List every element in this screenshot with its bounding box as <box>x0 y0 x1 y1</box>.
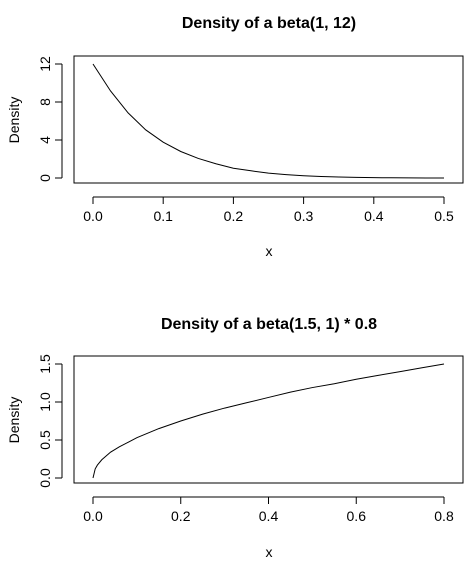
chart-2-x-axis-label: x <box>266 544 273 560</box>
chart-1-x-axis: 0.0 0.1 0.2 0.3 0.4 0.5 <box>83 196 454 224</box>
chart-2-y-axis: 0.0 0.5 1.0 1.5 <box>37 354 63 488</box>
chart-1-plot-frame <box>73 55 464 184</box>
x-tick-label: 0.4 <box>364 208 384 224</box>
y-tick-label: 12 <box>37 56 53 72</box>
chart-2-plot-frame <box>73 355 464 484</box>
x-tick-label: 0.1 <box>153 208 173 224</box>
y-tick-label: 0.5 <box>37 430 53 450</box>
y-tick-label: 8 <box>37 98 53 106</box>
chart-1-title: Density of a beta(1, 12) <box>182 15 356 32</box>
x-tick-label: 0.0 <box>83 208 103 224</box>
y-tick-label: 4 <box>37 136 53 144</box>
chart-1-x-axis-label: x <box>266 243 273 259</box>
x-tick-label: 0.6 <box>347 508 367 524</box>
x-tick-label: 0.2 <box>224 208 244 224</box>
y-tick-label: 0.0 <box>37 468 53 488</box>
chart-1-y-axis-label: Density <box>6 97 22 144</box>
y-tick-label: 1.0 <box>37 392 53 412</box>
y-tick-label: 1.5 <box>37 354 53 374</box>
x-tick-label: 0.0 <box>83 508 103 524</box>
x-tick-label: 0.2 <box>171 508 191 524</box>
chart-2-title: Density of a beta(1.5, 1) * 0.8 <box>161 316 377 333</box>
x-tick-label: 0.4 <box>259 508 279 524</box>
chart-2-density-curve <box>92 363 445 479</box>
chart-panel-1: Density of a beta(1, 12) 0.0 0.1 0.2 0.3 0.4… <box>6 15 464 259</box>
chart-1-density-curve <box>92 63 444 179</box>
x-tick-label: 0.5 <box>434 208 454 224</box>
x-tick-label: 0.8 <box>434 508 454 524</box>
chart-panel-2: Density of a beta(1.5, 1) * 0.8 0.0 0.2 0.… <box>6 316 464 560</box>
chart-2-y-axis-label: Density <box>6 397 22 444</box>
chart-2-x-axis: 0.0 0.2 0.4 0.6 0.8 <box>83 496 454 524</box>
x-tick-label: 0.3 <box>294 208 314 224</box>
y-tick-label: 0 <box>37 174 53 182</box>
chart-1-y-axis: 0 4 8 12 <box>37 56 63 182</box>
